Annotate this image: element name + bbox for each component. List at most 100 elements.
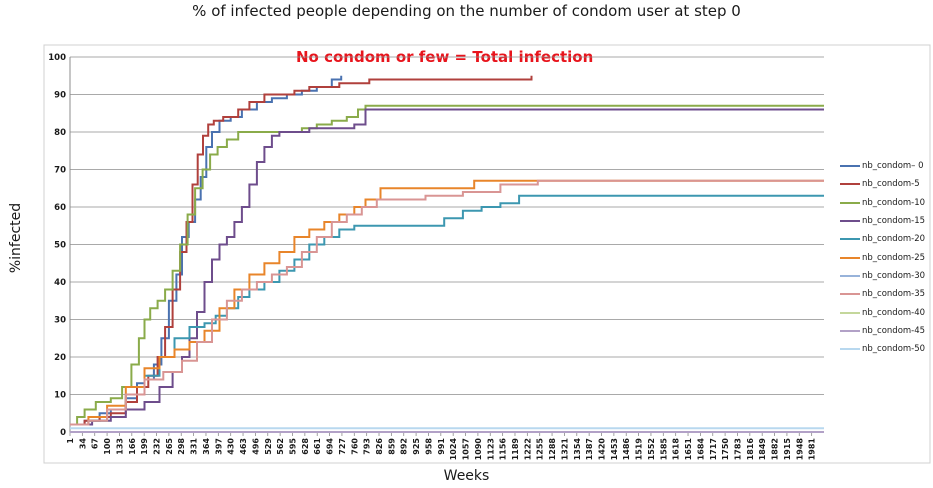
x-tick-label: 265 — [165, 438, 174, 455]
x-tick-label: 562 — [276, 438, 285, 455]
legend-swatch — [840, 329, 860, 332]
x-tick-label: 67 — [91, 438, 100, 449]
x-tick-label: 34 — [78, 438, 87, 450]
x-tick-label: 1420 — [598, 438, 607, 461]
x-tick-label: 694 — [326, 438, 335, 455]
x-tick-label: 925 — [412, 438, 421, 455]
legend-swatch — [840, 348, 860, 351]
x-tick-label: 133 — [115, 438, 124, 455]
x-tick-label: 1222 — [523, 438, 532, 460]
y-tick-label: 70 — [54, 166, 66, 176]
legend-label: nb_condom-15 — [862, 216, 926, 227]
x-tick-label: 1453 — [610, 438, 619, 460]
y-tick-label: 50 — [54, 241, 66, 251]
x-tick-label: 1156 — [499, 438, 508, 461]
x-tick-label: 166 — [128, 438, 137, 455]
legend-label: nb_condom-25 — [862, 252, 926, 263]
x-tick-label: 1948 — [795, 438, 804, 461]
legend-swatch — [840, 293, 860, 296]
x-tick-label: 1255 — [536, 438, 545, 461]
y-tick-label: 0 — [60, 428, 66, 438]
x-tick-label: 1090 — [474, 438, 483, 461]
x-tick-label: 1189 — [511, 438, 520, 461]
x-tick-label: 1585 — [659, 438, 668, 461]
x-tick-label: 430 — [227, 438, 236, 455]
x-tick-label: 1618 — [672, 438, 681, 461]
legend-item: nb_condom-45 — [840, 322, 932, 340]
x-tick-label: 397 — [214, 438, 223, 455]
legend-label: nb_condom– 0 — [862, 161, 924, 172]
x-tick-label: 1717 — [709, 438, 718, 460]
legend-label: nb_condom-50 — [862, 344, 926, 355]
x-tick-label: 1849 — [758, 438, 767, 461]
series-line-nb-condom-0 — [70, 75, 343, 426]
y-tick-label: 20 — [54, 353, 66, 363]
series-line-nb-condom-20 — [70, 194, 824, 426]
legend-item: nb_condom-5 — [840, 175, 932, 193]
legend-swatch — [840, 220, 860, 223]
x-tick-label: 1486 — [622, 438, 631, 461]
legend-label: nb_condom-20 — [862, 234, 926, 245]
legend-label: nb_condom-5 — [862, 179, 920, 190]
x-tick-label: 100 — [103, 438, 112, 455]
x-tick-label: 1783 — [733, 438, 742, 460]
legend-item: nb_condom-30 — [840, 267, 932, 285]
x-tick-label: 1321 — [560, 438, 569, 461]
x-tick-label: 793 — [363, 438, 372, 455]
x-tick-label: 199 — [140, 438, 149, 455]
y-tick-label: 40 — [54, 278, 66, 288]
series-line-nb-condom-5 — [70, 75, 533, 426]
legend-item: nb_condom-15 — [840, 212, 932, 230]
legend-swatch — [840, 201, 860, 204]
x-tick-label: 727 — [338, 438, 347, 455]
x-tick-label: 760 — [350, 438, 359, 455]
x-tick-label: 1552 — [647, 438, 656, 460]
x-tick-label: 1 — [66, 438, 75, 444]
legend-label: nb_condom-30 — [862, 270, 926, 281]
x-tick-label: 496 — [251, 438, 260, 455]
legend-swatch — [840, 274, 860, 277]
y-tick-label: 90 — [54, 91, 66, 101]
x-tick-label: 1684 — [696, 438, 705, 461]
series-line-nb-condom-15 — [70, 108, 824, 426]
legend-item: nb_condom-35 — [840, 285, 932, 303]
chart-legend: nb_condom– 0 nb_condom-5 nb_condom-10 nb_co… — [840, 157, 932, 358]
x-tick-label: 826 — [375, 438, 384, 455]
x-tick-label: 1288 — [548, 438, 557, 461]
legend-label: nb_condom-10 — [862, 197, 926, 208]
x-tick-label: 1750 — [721, 438, 730, 461]
x-tick-label: 1519 — [635, 438, 644, 461]
x-tick-label: 859 — [387, 438, 396, 455]
y-tick-label: 30 — [54, 316, 66, 326]
y-tick-label: 10 — [54, 391, 66, 401]
x-tick-label: 958 — [424, 438, 433, 455]
legend-swatch — [840, 238, 860, 241]
x-tick-label: 1354 — [573, 438, 582, 461]
x-tick-label: 1816 — [746, 438, 755, 461]
chart-area-border — [43, 44, 931, 464]
legend-item: nb_condom– 0 — [840, 157, 932, 175]
x-tick-label: 1123 — [486, 438, 495, 460]
legend-label: nb_condom-40 — [862, 307, 926, 318]
x-tick-label: 595 — [288, 438, 297, 455]
x-tick-label: 1882 — [771, 438, 780, 460]
legend-swatch — [840, 311, 860, 314]
legend-swatch — [840, 183, 860, 186]
x-tick-label: 991 — [437, 438, 446, 455]
x-tick-label: 331 — [190, 438, 199, 455]
x-axis-label: Weeks — [443, 468, 490, 484]
x-tick-label: 1651 — [684, 438, 693, 461]
y-tick-label: 60 — [54, 203, 66, 213]
legend-item: nb_condom-10 — [840, 194, 932, 212]
x-tick-label: 628 — [301, 438, 310, 455]
legend-swatch — [840, 256, 860, 259]
x-tick-label: 892 — [400, 438, 409, 455]
legend-label: nb_condom-45 — [862, 325, 926, 336]
x-tick-label: 298 — [177, 438, 186, 455]
legend-label: nb_condom-35 — [862, 289, 926, 300]
legend-item: nb_condom-40 — [840, 303, 932, 321]
x-tick-label: 232 — [153, 438, 162, 455]
chart-title: % of infected people depending on the nu… — [192, 2, 741, 20]
series-line-nb-condom-35 — [70, 179, 824, 426]
